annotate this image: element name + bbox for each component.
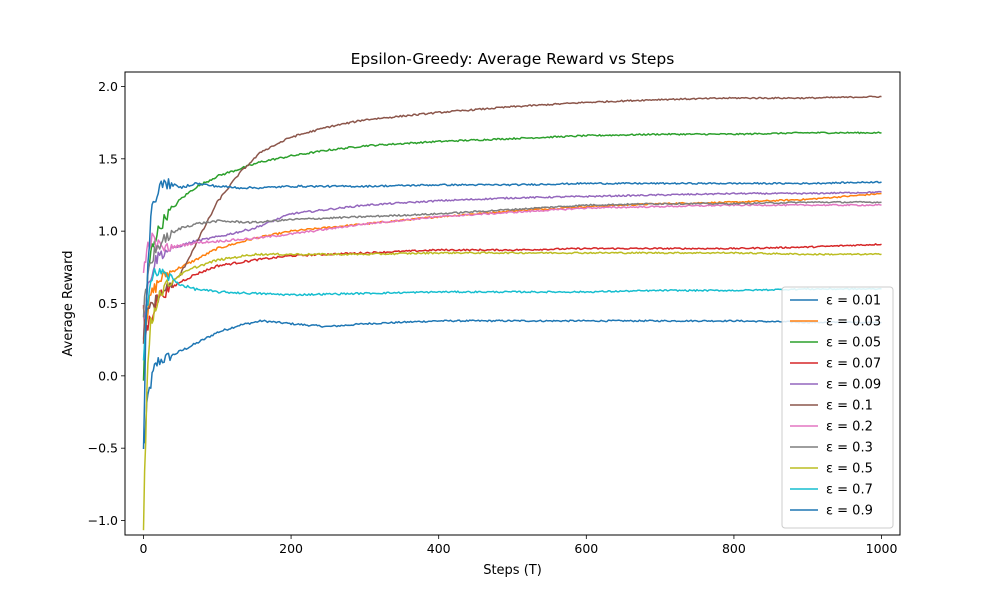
x-tick-label: 0	[139, 541, 147, 556]
y-axis: −1.0 −0.5 0.0 0.5 1.0 1.5 2.0	[88, 79, 125, 528]
legend-label: ε = 0.9	[826, 504, 873, 519]
series-line-4	[142, 190, 882, 340]
y-tick-label: 0.5	[98, 296, 118, 311]
legend-label: ε = 0.3	[826, 441, 873, 456]
plot-lines	[142, 95, 882, 531]
series-line-3	[142, 243, 882, 336]
y-tick-label: −0.5	[88, 441, 118, 456]
series-line-5	[142, 95, 882, 344]
y-tick-label: 2.0	[98, 79, 118, 94]
series-line-0	[142, 319, 882, 445]
legend-label: ε = 0.09	[826, 378, 881, 393]
x-axis: 0 200 400 600 800 1000	[139, 535, 898, 556]
series-line-2	[142, 131, 882, 381]
series-line-7	[142, 200, 882, 318]
y-tick-label: 0.0	[98, 368, 118, 383]
x-tick-label: 600	[574, 541, 598, 556]
legend-label: ε = 0.05	[826, 336, 881, 351]
legend-label: ε = 0.7	[826, 483, 873, 498]
series-line-1	[142, 192, 882, 328]
x-tick-label: 800	[722, 541, 746, 556]
series-line-6	[142, 203, 882, 273]
legend-label: ε = 0.5	[826, 462, 873, 477]
x-axis-label: Steps (T)	[483, 563, 542, 578]
legend-label: ε = 0.2	[826, 420, 873, 435]
legend-label: ε = 0.01	[826, 294, 881, 309]
chart-title: Epsilon-Greedy: Average Reward vs Steps	[351, 50, 675, 68]
legend-label: ε = 0.03	[826, 315, 881, 330]
x-tick-label: 200	[279, 541, 303, 556]
series-line-9	[142, 267, 882, 361]
x-tick-label: 400	[427, 541, 451, 556]
y-axis-label: Average Reward	[61, 251, 76, 357]
y-tick-label: −1.0	[88, 513, 118, 528]
x-tick-label: 1000	[866, 541, 898, 556]
y-tick-label: 1.0	[98, 224, 118, 239]
series-line-8	[142, 251, 882, 531]
legend-label: ε = 0.1	[826, 399, 873, 414]
series-line-10	[142, 178, 882, 450]
y-tick-label: 1.5	[98, 151, 118, 166]
legend-label: ε = 0.07	[826, 357, 881, 372]
legend: ε = 0.01 ε = 0.03 ε = 0.05 ε = 0.07 ε = 0.09…	[781, 286, 894, 529]
